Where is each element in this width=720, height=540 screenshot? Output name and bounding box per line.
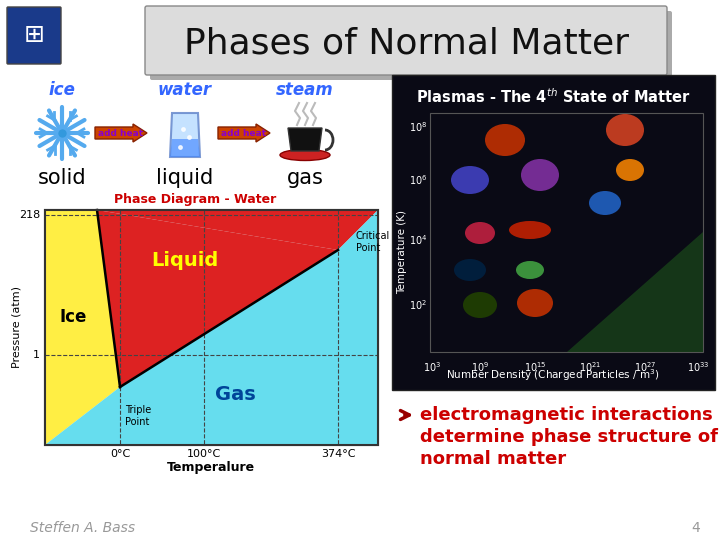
Ellipse shape <box>454 259 486 281</box>
Ellipse shape <box>517 289 553 317</box>
Polygon shape <box>97 210 338 387</box>
FancyBboxPatch shape <box>150 11 672 80</box>
FancyBboxPatch shape <box>7 7 61 64</box>
Text: electromagnetic interactions: electromagnetic interactions <box>420 406 713 424</box>
Ellipse shape <box>521 159 559 191</box>
Ellipse shape <box>516 261 544 279</box>
Text: Phase Diagram - Water: Phase Diagram - Water <box>114 193 276 206</box>
Polygon shape <box>45 210 378 445</box>
Polygon shape <box>288 128 322 151</box>
FancyArrow shape <box>218 124 270 142</box>
Text: water: water <box>158 81 212 99</box>
Text: 4: 4 <box>691 521 700 535</box>
Text: Pressure (atm): Pressure (atm) <box>12 286 22 368</box>
Text: 10$^{27}$: 10$^{27}$ <box>634 360 657 374</box>
Polygon shape <box>97 210 378 250</box>
Text: Number Density (Charged Particles / m$^3$): Number Density (Charged Particles / m$^3… <box>446 367 660 383</box>
Text: Plasmas - The 4$^{th}$ State of Matter: Plasmas - The 4$^{th}$ State of Matter <box>415 87 690 106</box>
Text: solid: solid <box>37 168 86 188</box>
Text: Critical
Point: Critical Point <box>356 231 390 253</box>
Text: 10$^{21}$: 10$^{21}$ <box>579 360 601 374</box>
Polygon shape <box>170 113 200 157</box>
Ellipse shape <box>606 114 644 146</box>
Ellipse shape <box>465 222 495 244</box>
Text: Liquid: Liquid <box>151 251 219 269</box>
Ellipse shape <box>451 166 489 194</box>
Ellipse shape <box>485 124 525 156</box>
Text: add heat: add heat <box>222 129 266 138</box>
Text: Triple
Point: Triple Point <box>125 405 151 427</box>
Text: 10$^9$: 10$^9$ <box>471 360 489 374</box>
Text: 1: 1 <box>33 350 40 360</box>
Text: Gas: Gas <box>215 386 256 404</box>
Text: 10$^2$: 10$^2$ <box>409 298 427 312</box>
Text: determine phase structure of: determine phase structure of <box>420 428 718 446</box>
Polygon shape <box>45 210 120 445</box>
Text: Temperature (K): Temperature (K) <box>397 210 407 294</box>
Text: 10$^6$: 10$^6$ <box>408 173 427 187</box>
Text: add heat: add heat <box>99 129 143 138</box>
Text: 10$^3$: 10$^3$ <box>423 360 441 374</box>
Ellipse shape <box>589 191 621 215</box>
Bar <box>45 210 378 445</box>
Text: 0°C: 0°C <box>110 449 130 459</box>
Text: Ice: Ice <box>59 308 86 326</box>
Ellipse shape <box>280 150 330 160</box>
Text: 10$^4$: 10$^4$ <box>408 233 427 247</box>
Text: gas: gas <box>287 168 323 188</box>
Bar <box>430 113 703 352</box>
Text: ⊞: ⊞ <box>24 23 45 47</box>
FancyArrow shape <box>95 124 147 142</box>
Text: normal matter: normal matter <box>420 450 566 468</box>
Text: 10$^{33}$: 10$^{33}$ <box>687 360 709 374</box>
Polygon shape <box>567 232 703 352</box>
Text: Phases of Normal Matter: Phases of Normal Matter <box>184 26 629 60</box>
Text: 10$^8$: 10$^8$ <box>409 120 427 134</box>
Text: 374°C: 374°C <box>320 449 355 459</box>
Text: 218: 218 <box>19 210 40 220</box>
Ellipse shape <box>509 221 551 239</box>
Text: liquid: liquid <box>156 168 214 188</box>
Bar <box>392 75 715 390</box>
Text: Steffen A. Bass: Steffen A. Bass <box>30 521 135 535</box>
Text: Temperalure: Temperalure <box>167 461 255 474</box>
Text: 10$^{15}$: 10$^{15}$ <box>523 360 546 374</box>
Bar <box>45 210 378 445</box>
FancyBboxPatch shape <box>145 6 667 75</box>
Polygon shape <box>170 139 200 157</box>
Text: ice: ice <box>48 81 76 99</box>
Ellipse shape <box>616 159 644 181</box>
Text: 100°C: 100°C <box>187 449 221 459</box>
Text: steam: steam <box>276 81 334 99</box>
Ellipse shape <box>463 292 497 318</box>
